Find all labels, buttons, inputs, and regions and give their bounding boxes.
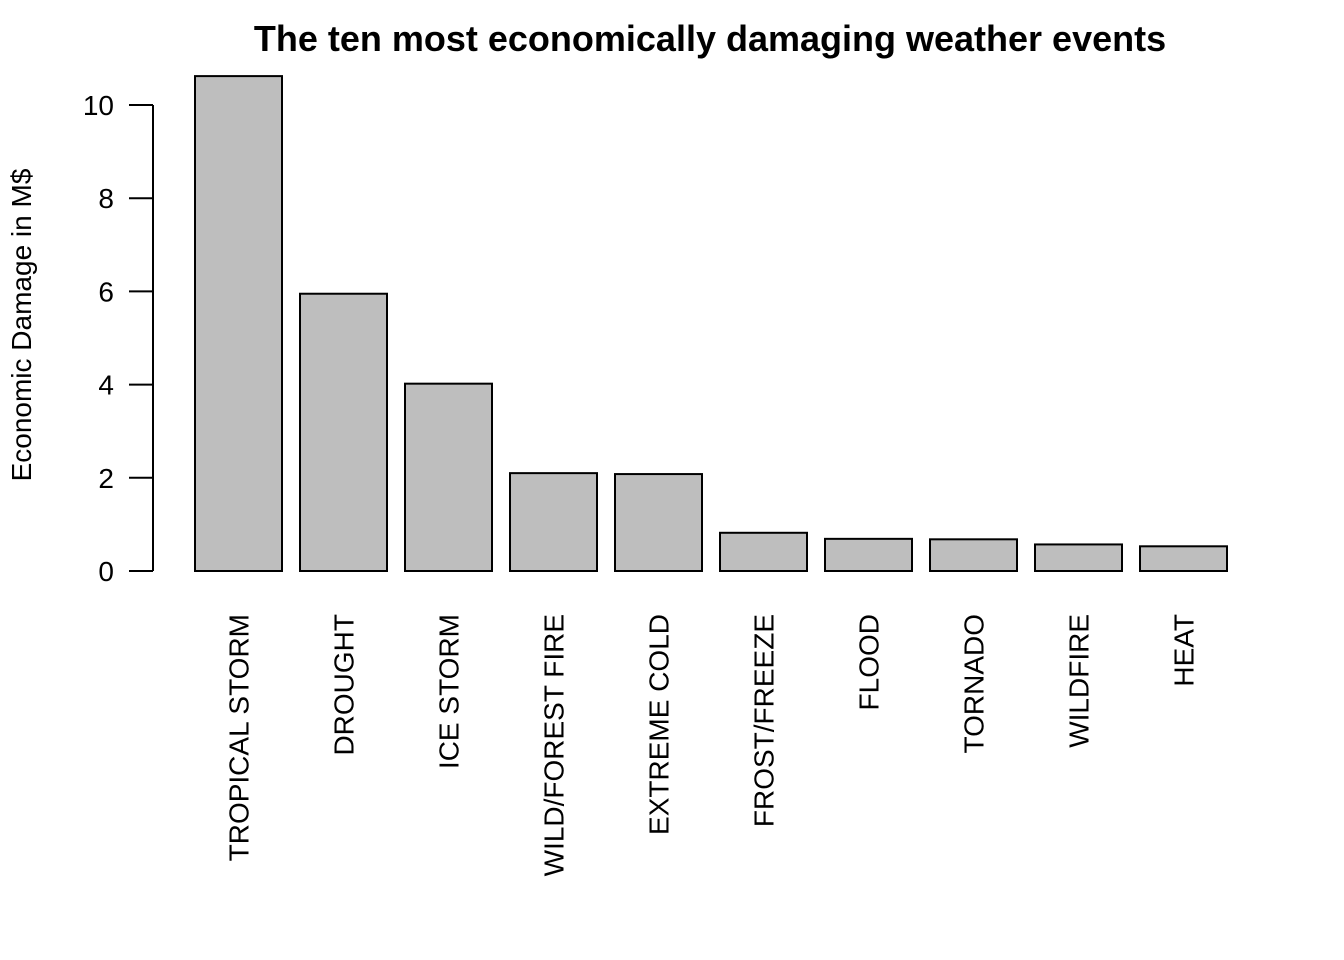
y-axis-label: Economic Damage in M$ [6, 168, 37, 481]
x-category-label: FROST/FREEZE [749, 614, 780, 827]
x-category-label: ICE STORM [434, 614, 465, 769]
x-category-label: FLOOD [854, 614, 885, 710]
bar [824, 537, 913, 573]
bar [614, 473, 703, 572]
bar [929, 538, 1018, 573]
y-tick-label: 4 [98, 370, 114, 401]
x-category-label: TROPICAL STORM [224, 614, 255, 861]
y-axis: 0 2 4 6 8 10 [83, 90, 154, 587]
x-category-label: WILDFIRE [1064, 614, 1095, 748]
bar [1139, 545, 1228, 573]
bars [194, 75, 1228, 573]
x-category-label: DROUGHT [329, 614, 360, 756]
bar [299, 292, 388, 572]
x-category-label: HEAT [1169, 614, 1200, 687]
y-tick-label: 2 [98, 463, 114, 494]
y-tick-label: 10 [83, 90, 114, 121]
x-category-label: EXTREME COLD [644, 614, 675, 835]
x-category-label: TORNADO [959, 614, 990, 754]
bar [404, 382, 493, 572]
bar [719, 531, 808, 573]
y-tick-label: 0 [98, 556, 114, 587]
x-category-label: WILD/FOREST FIRE [539, 614, 570, 876]
y-tick-label: 8 [98, 183, 114, 214]
category-labels: TROPICAL STORM DROUGHT ICE STORM WILD/FORES… [224, 614, 1200, 876]
bar [1034, 543, 1123, 572]
bar [194, 75, 283, 572]
chart-title: The ten most economically damaging weath… [254, 18, 1166, 59]
bar [509, 472, 598, 573]
y-tick-label: 6 [98, 276, 114, 307]
